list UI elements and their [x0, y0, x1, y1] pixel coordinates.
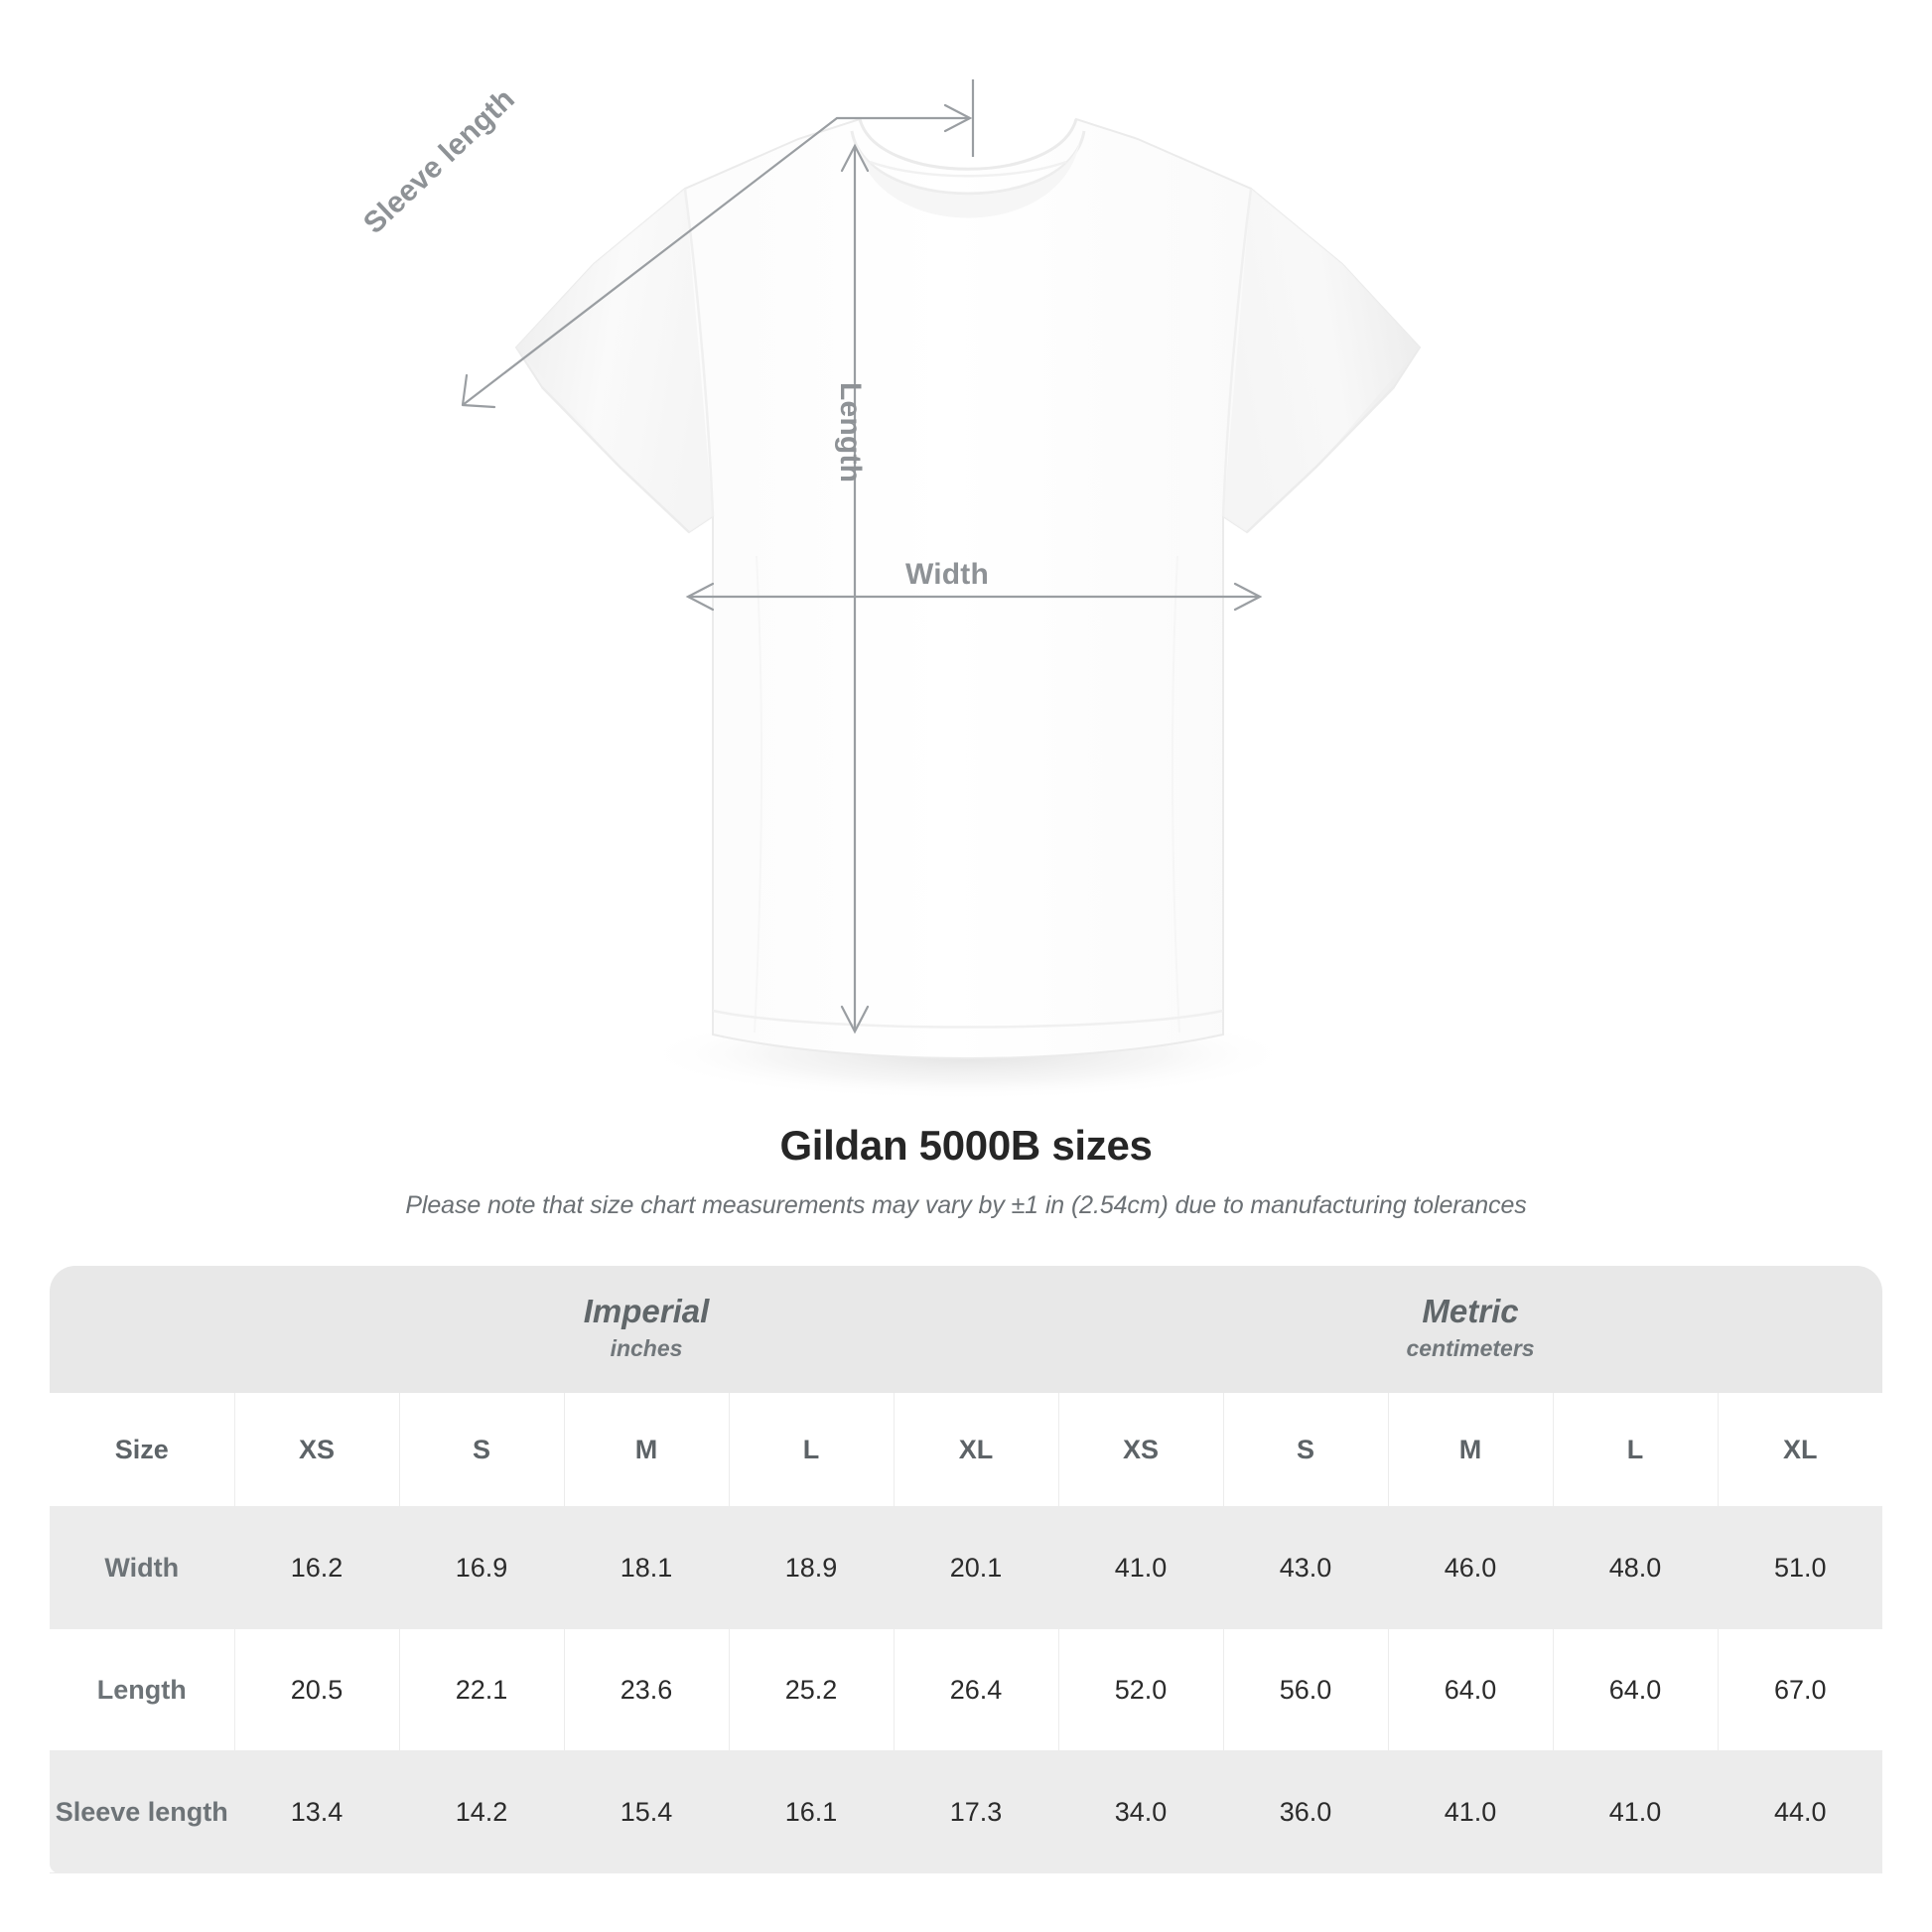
cell-sleeve-length-imperial-m: 15.4	[563, 1750, 729, 1873]
column-header-imperial-m: M	[563, 1393, 729, 1507]
shirt-body	[514, 117, 1422, 1060]
column-header-imperial-xs: XS	[233, 1393, 399, 1507]
column-header-imperial-l: L	[728, 1393, 894, 1507]
size-header-row: Size XS S M L XL XS S M L XL	[50, 1393, 1883, 1507]
unit-group-metric-title: Metric	[1422, 1293, 1519, 1330]
cell-width-imperial-l: 18.9	[728, 1506, 894, 1629]
cell-width-metric-s: 43.0	[1222, 1506, 1388, 1629]
cell-sleeve-length-metric-m: 41.0	[1387, 1750, 1553, 1873]
column-header-imperial-s: S	[398, 1393, 564, 1507]
column-header-imperial-xl: XL	[893, 1393, 1058, 1507]
cell-width-metric-l: 48.0	[1552, 1506, 1718, 1629]
row-header-sleeve-length: Sleeve length	[50, 1750, 234, 1873]
page-subtitle: Please note that size chart measurements…	[405, 1191, 1527, 1219]
cell-length-imperial-xl: 26.4	[893, 1628, 1058, 1751]
size-chart-table: Imperial inches Metric centimeters Size …	[50, 1266, 1883, 1873]
cell-width-metric-m: 46.0	[1387, 1506, 1553, 1629]
cell-length-imperial-m: 23.6	[563, 1628, 729, 1751]
unit-group-imperial-title: Imperial	[583, 1293, 710, 1330]
cell-length-metric-xs: 52.0	[1057, 1628, 1223, 1751]
cell-sleeve-length-imperial-l: 16.1	[728, 1750, 894, 1873]
cell-sleeve-length-imperial-xs: 13.4	[233, 1750, 399, 1873]
width-label: Width	[905, 558, 990, 591]
column-header-metric-xl: XL	[1717, 1393, 1883, 1507]
table-row: Sleeve length 13.4 14.2 15.4 16.1 17.3 3…	[50, 1750, 1883, 1873]
unit-band-spacer	[50, 1266, 234, 1393]
row-header-length: Length	[50, 1628, 234, 1751]
sleeve-length-line	[461, 79, 975, 409]
column-header-metric-m: M	[1387, 1393, 1553, 1507]
column-header-metric-l: L	[1552, 1393, 1718, 1507]
cell-length-imperial-xs: 20.5	[233, 1628, 399, 1751]
cell-length-imperial-l: 25.2	[728, 1628, 894, 1751]
cell-length-metric-l: 64.0	[1552, 1628, 1718, 1751]
cell-width-imperial-m: 18.1	[563, 1506, 729, 1629]
title-block: Gildan 5000B sizes Please note that size…	[0, 1122, 1932, 1220]
unit-group-metric-subtitle: centimeters	[1406, 1335, 1535, 1362]
cell-width-metric-xs: 41.0	[1057, 1506, 1223, 1629]
size-chart-table-wrapper: Imperial inches Metric centimeters Size …	[50, 1266, 1883, 1873]
length-line	[840, 143, 870, 1035]
cell-sleeve-length-imperial-xl: 17.3	[893, 1750, 1058, 1873]
cell-width-imperial-s: 16.9	[398, 1506, 564, 1629]
page-title: Gildan 5000B sizes	[779, 1122, 1153, 1169]
cell-length-metric-m: 64.0	[1387, 1628, 1553, 1751]
table-row: Length 20.5 22.1 23.6 25.2 26.4 52.0 56.…	[50, 1628, 1883, 1751]
cell-sleeve-length-imperial-s: 14.2	[398, 1750, 564, 1873]
unit-group-imperial-subtitle: inches	[610, 1335, 683, 1362]
column-header-size: Size	[50, 1393, 234, 1507]
measurement-annotations	[461, 79, 1263, 1035]
width-line	[685, 582, 1263, 612]
cell-width-imperial-xs: 16.2	[233, 1506, 399, 1629]
unit-group-imperial: Imperial inches	[234, 1266, 1058, 1393]
cell-length-metric-s: 56.0	[1222, 1628, 1388, 1751]
column-header-metric-xs: XS	[1057, 1393, 1223, 1507]
cell-sleeve-length-metric-s: 36.0	[1222, 1750, 1388, 1873]
cell-sleeve-length-metric-xs: 34.0	[1057, 1750, 1223, 1873]
cell-length-imperial-s: 22.1	[398, 1628, 564, 1751]
cell-sleeve-length-metric-l: 41.0	[1552, 1750, 1718, 1873]
tshirt-diagram: Sleeve length Length Width	[357, 79, 1422, 1100]
length-label: Length	[834, 382, 867, 483]
table-row: Width 16.2 16.9 18.1 18.9 20.1 41.0 43.0…	[50, 1506, 1883, 1629]
unit-group-metric: Metric centimeters	[1058, 1266, 1883, 1393]
column-header-metric-s: S	[1222, 1393, 1388, 1507]
row-header-width: Width	[50, 1506, 234, 1629]
cell-width-metric-xl: 51.0	[1717, 1506, 1883, 1629]
tshirt-illustration	[461, 79, 1422, 1100]
cell-sleeve-length-metric-xl: 44.0	[1717, 1750, 1883, 1873]
cell-length-metric-xl: 67.0	[1717, 1628, 1883, 1751]
cell-width-imperial-xl: 20.1	[893, 1506, 1058, 1629]
unit-group-header-row: Imperial inches Metric centimeters	[50, 1266, 1883, 1393]
